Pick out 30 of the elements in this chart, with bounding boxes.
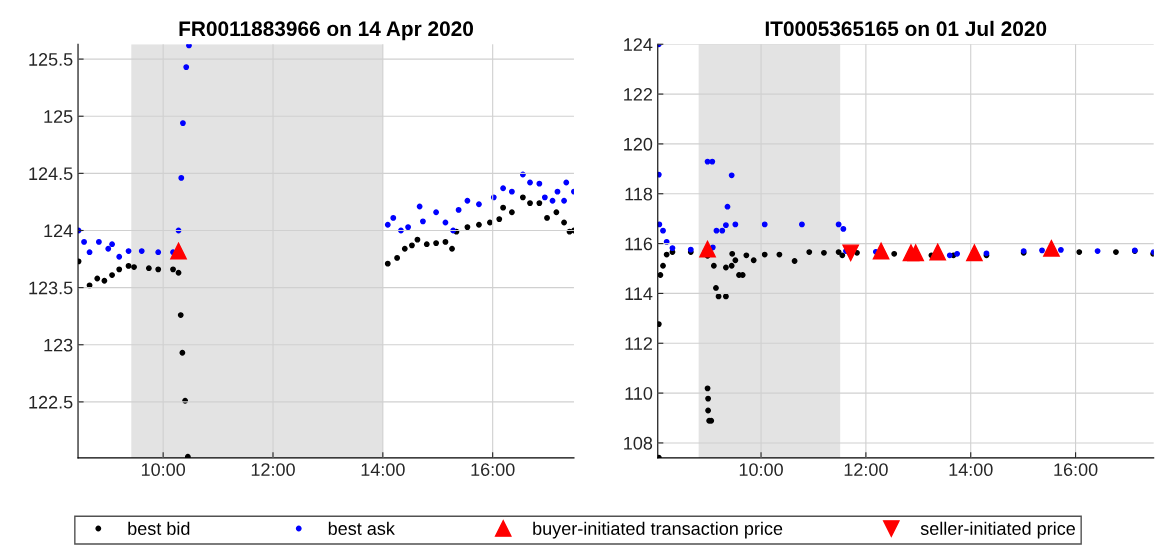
x-tick-label: 14:00 bbox=[361, 463, 405, 477]
y-tick-label: 123.5 bbox=[29, 281, 73, 295]
chart-title: IT0005365165 on 01 Jul 2020 bbox=[765, 20, 1047, 37]
x-tick-label: 10:00 bbox=[739, 463, 783, 477]
legend-label: best bid bbox=[128, 521, 190, 535]
y-tick-label: 108 bbox=[624, 436, 653, 450]
x-tick-label: 16:00 bbox=[471, 463, 515, 477]
chart-title: FR0011883966 on 14 Apr 2020 bbox=[179, 21, 474, 41]
y-tick-label: 110 bbox=[625, 387, 653, 400]
legend-label: buyer-initiated transaction price bbox=[533, 521, 783, 539]
x-tick-label: 12:00 bbox=[251, 463, 295, 477]
y-tick-label: 125 bbox=[44, 110, 73, 123]
y-tick-label: 125.5 bbox=[29, 53, 73, 66]
y-tick-label: 116 bbox=[625, 237, 653, 251]
x-tick-label: 16:00 bbox=[1054, 463, 1098, 477]
x-tick-label: 14:00 bbox=[949, 463, 993, 477]
y-tick-label: 120 bbox=[624, 137, 653, 151]
y-tick-label: 122.5 bbox=[29, 395, 73, 409]
x-tick-label: 10:00 bbox=[141, 463, 186, 477]
y-tick-label: 114 bbox=[625, 287, 653, 300]
y-tick-label: 124.5 bbox=[29, 167, 73, 181]
legend-label: seller-initiated price bbox=[920, 521, 1075, 539]
y-tick-label: 112 bbox=[625, 337, 652, 350]
y-tick-label: 118 bbox=[625, 187, 653, 201]
legend-label: best ask bbox=[328, 521, 395, 535]
y-tick-label: 124 bbox=[624, 38, 653, 51]
y-tick-label: 122 bbox=[624, 88, 652, 101]
x-tick-label: 12:00 bbox=[844, 463, 888, 477]
y-tick-label: 123 bbox=[44, 338, 73, 352]
y-tick-label: 124 bbox=[44, 224, 73, 238]
